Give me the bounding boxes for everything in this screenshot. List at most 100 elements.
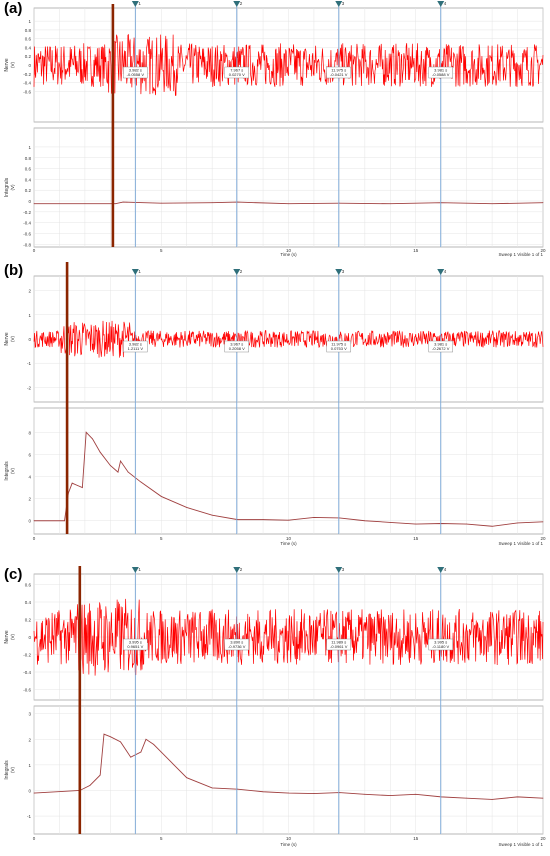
integral-point xyxy=(262,519,264,521)
integral-point xyxy=(140,481,142,483)
cursor-readout-time: 11.989 s xyxy=(331,640,346,645)
top-y-tick-label: 0.2 xyxy=(25,54,32,59)
x-tick-label: 0 xyxy=(33,536,36,541)
cursor-readout-box xyxy=(326,66,351,79)
integral-point xyxy=(517,796,518,798)
bottom-y-tick-label: 0 xyxy=(28,519,31,524)
cursor-readout-time: 3.967 s xyxy=(230,342,243,347)
integral-point xyxy=(491,525,493,527)
integral-point xyxy=(288,792,289,794)
panel-a: 1 0.8 0.6 0.4 0.2 0 -0.2 -0.4 -0.6 Nerve (V) 1 0.8 0.… xyxy=(0,0,550,262)
bottom-y-tick-label: -0.8 xyxy=(23,242,31,247)
top-y-tick-label: 0.6 xyxy=(25,583,32,588)
cursor-readout-time: 11.975 s xyxy=(331,342,346,347)
cursor-readout-value: -0.1180 V xyxy=(432,644,449,649)
cursor-number-4: 4 xyxy=(444,567,447,572)
cursor-readout-value: -0.0588 V xyxy=(432,72,450,77)
bottom-y-axis-label: Integrals xyxy=(4,760,10,780)
integral-point xyxy=(117,471,119,473)
x-tick-label: 15 xyxy=(413,248,419,253)
cursor-marker-icon xyxy=(437,269,445,275)
x-axis-label: Time (s) xyxy=(280,252,297,257)
integral-point xyxy=(491,799,493,800)
cursor-number-3: 3 xyxy=(342,567,345,572)
integral-point xyxy=(71,482,73,484)
integral-point xyxy=(92,438,93,440)
top-y-tick-label: -0.2 xyxy=(23,653,31,658)
top-y-tick-label: 0.4 xyxy=(25,45,32,50)
integral-point xyxy=(491,203,493,205)
integral-point xyxy=(99,451,101,453)
integral-point xyxy=(288,203,289,205)
bottom-y-axis-unit: (V) xyxy=(10,767,15,774)
x-tick-label: 20 xyxy=(540,248,546,253)
bottom-y-tick-label: 1 xyxy=(28,145,31,150)
integral-point xyxy=(115,203,116,205)
cursor-readout-value: -0.0421 V xyxy=(330,72,348,77)
bottom-y-tick-label: 0.2 xyxy=(25,188,32,193)
bottom-y-tick-label: 0.8 xyxy=(25,156,32,161)
bottom-y-tick-label: 2 xyxy=(28,737,31,742)
integral-point xyxy=(130,756,132,758)
bottom-y-tick-label: 4 xyxy=(28,475,31,480)
integral-point xyxy=(103,733,105,735)
integral-line xyxy=(33,733,544,800)
integral-point xyxy=(237,788,239,790)
top-y-axis-label: Nerve xyxy=(4,630,10,644)
x-tick-label: 10 xyxy=(286,536,292,541)
integral-line xyxy=(34,431,544,527)
cursor-readout-box xyxy=(326,340,351,353)
x-tick-label: 15 xyxy=(413,836,419,841)
cursor-readout-box xyxy=(123,638,148,651)
integral-point xyxy=(122,201,124,203)
panel-label-c: (c) xyxy=(4,566,23,583)
top-y-tick-label: 0 xyxy=(28,337,31,342)
integral-point xyxy=(186,777,188,779)
integral-point xyxy=(466,523,468,525)
integral-point xyxy=(237,201,239,203)
top-y-tick-label: -0.4 xyxy=(23,670,31,675)
nerve-signal-line xyxy=(33,33,544,96)
cursor-readout-time: 11.975 s xyxy=(331,68,346,73)
cursor-marker-icon xyxy=(233,567,241,573)
x-tick-label: 5 xyxy=(160,536,163,541)
top-y-axis-label: Nerve xyxy=(4,332,10,346)
top-y-axis-unit: (V) xyxy=(10,336,15,343)
cursor-readout-time: 7.967 s xyxy=(230,68,243,73)
integral-point xyxy=(415,793,417,795)
top-y-tick-label: 0.4 xyxy=(25,600,32,605)
cursor-readout-value: -0.9736 V xyxy=(228,644,246,649)
integral-point xyxy=(313,793,315,794)
cursor-readout-box xyxy=(224,638,249,651)
cursor-marker-icon xyxy=(335,1,343,7)
integral-point xyxy=(211,514,213,516)
x-tick-label: 0 xyxy=(33,248,36,253)
integral-point xyxy=(85,431,87,433)
top-y-tick-label: -1 xyxy=(27,361,31,366)
integral-point xyxy=(160,751,162,753)
top-y-tick-label: 0.8 xyxy=(25,28,32,33)
integral-point xyxy=(120,741,121,743)
integral-point xyxy=(160,202,162,204)
integral-line xyxy=(34,201,544,205)
top-y-tick-label: 0 xyxy=(28,635,31,640)
top-y-tick-label: -2 xyxy=(27,385,31,390)
panel-label-b: (b) xyxy=(4,262,24,279)
integral-point xyxy=(81,487,83,488)
stimulus-marker xyxy=(65,262,69,534)
top-y-tick-label: -0.4 xyxy=(23,81,31,86)
integral-point xyxy=(389,521,391,523)
sweep-footer: Sweep 1 Visible 1 of 1 xyxy=(499,842,544,847)
cursor-readout-value: -0.0961 V xyxy=(330,644,348,649)
x-tick-label: 15 xyxy=(413,536,419,541)
integral-point xyxy=(99,774,101,776)
cursor-readout-value: -0.0558 V xyxy=(127,72,145,77)
integral-point xyxy=(542,202,544,204)
panel-c: 0.6 0.4 0.2 0 -0.2 -0.4 -0.6 Nerve (V) 3 2 1 0 -1 Inte… xyxy=(0,566,550,851)
integral-point xyxy=(389,203,391,205)
x-tick-label: 5 xyxy=(160,836,163,841)
bottom-y-tick-label: -0.4 xyxy=(23,221,31,226)
cursor-readout-value: 1.2111 V xyxy=(128,346,144,351)
bottom-y-tick-label: -1 xyxy=(27,814,31,819)
